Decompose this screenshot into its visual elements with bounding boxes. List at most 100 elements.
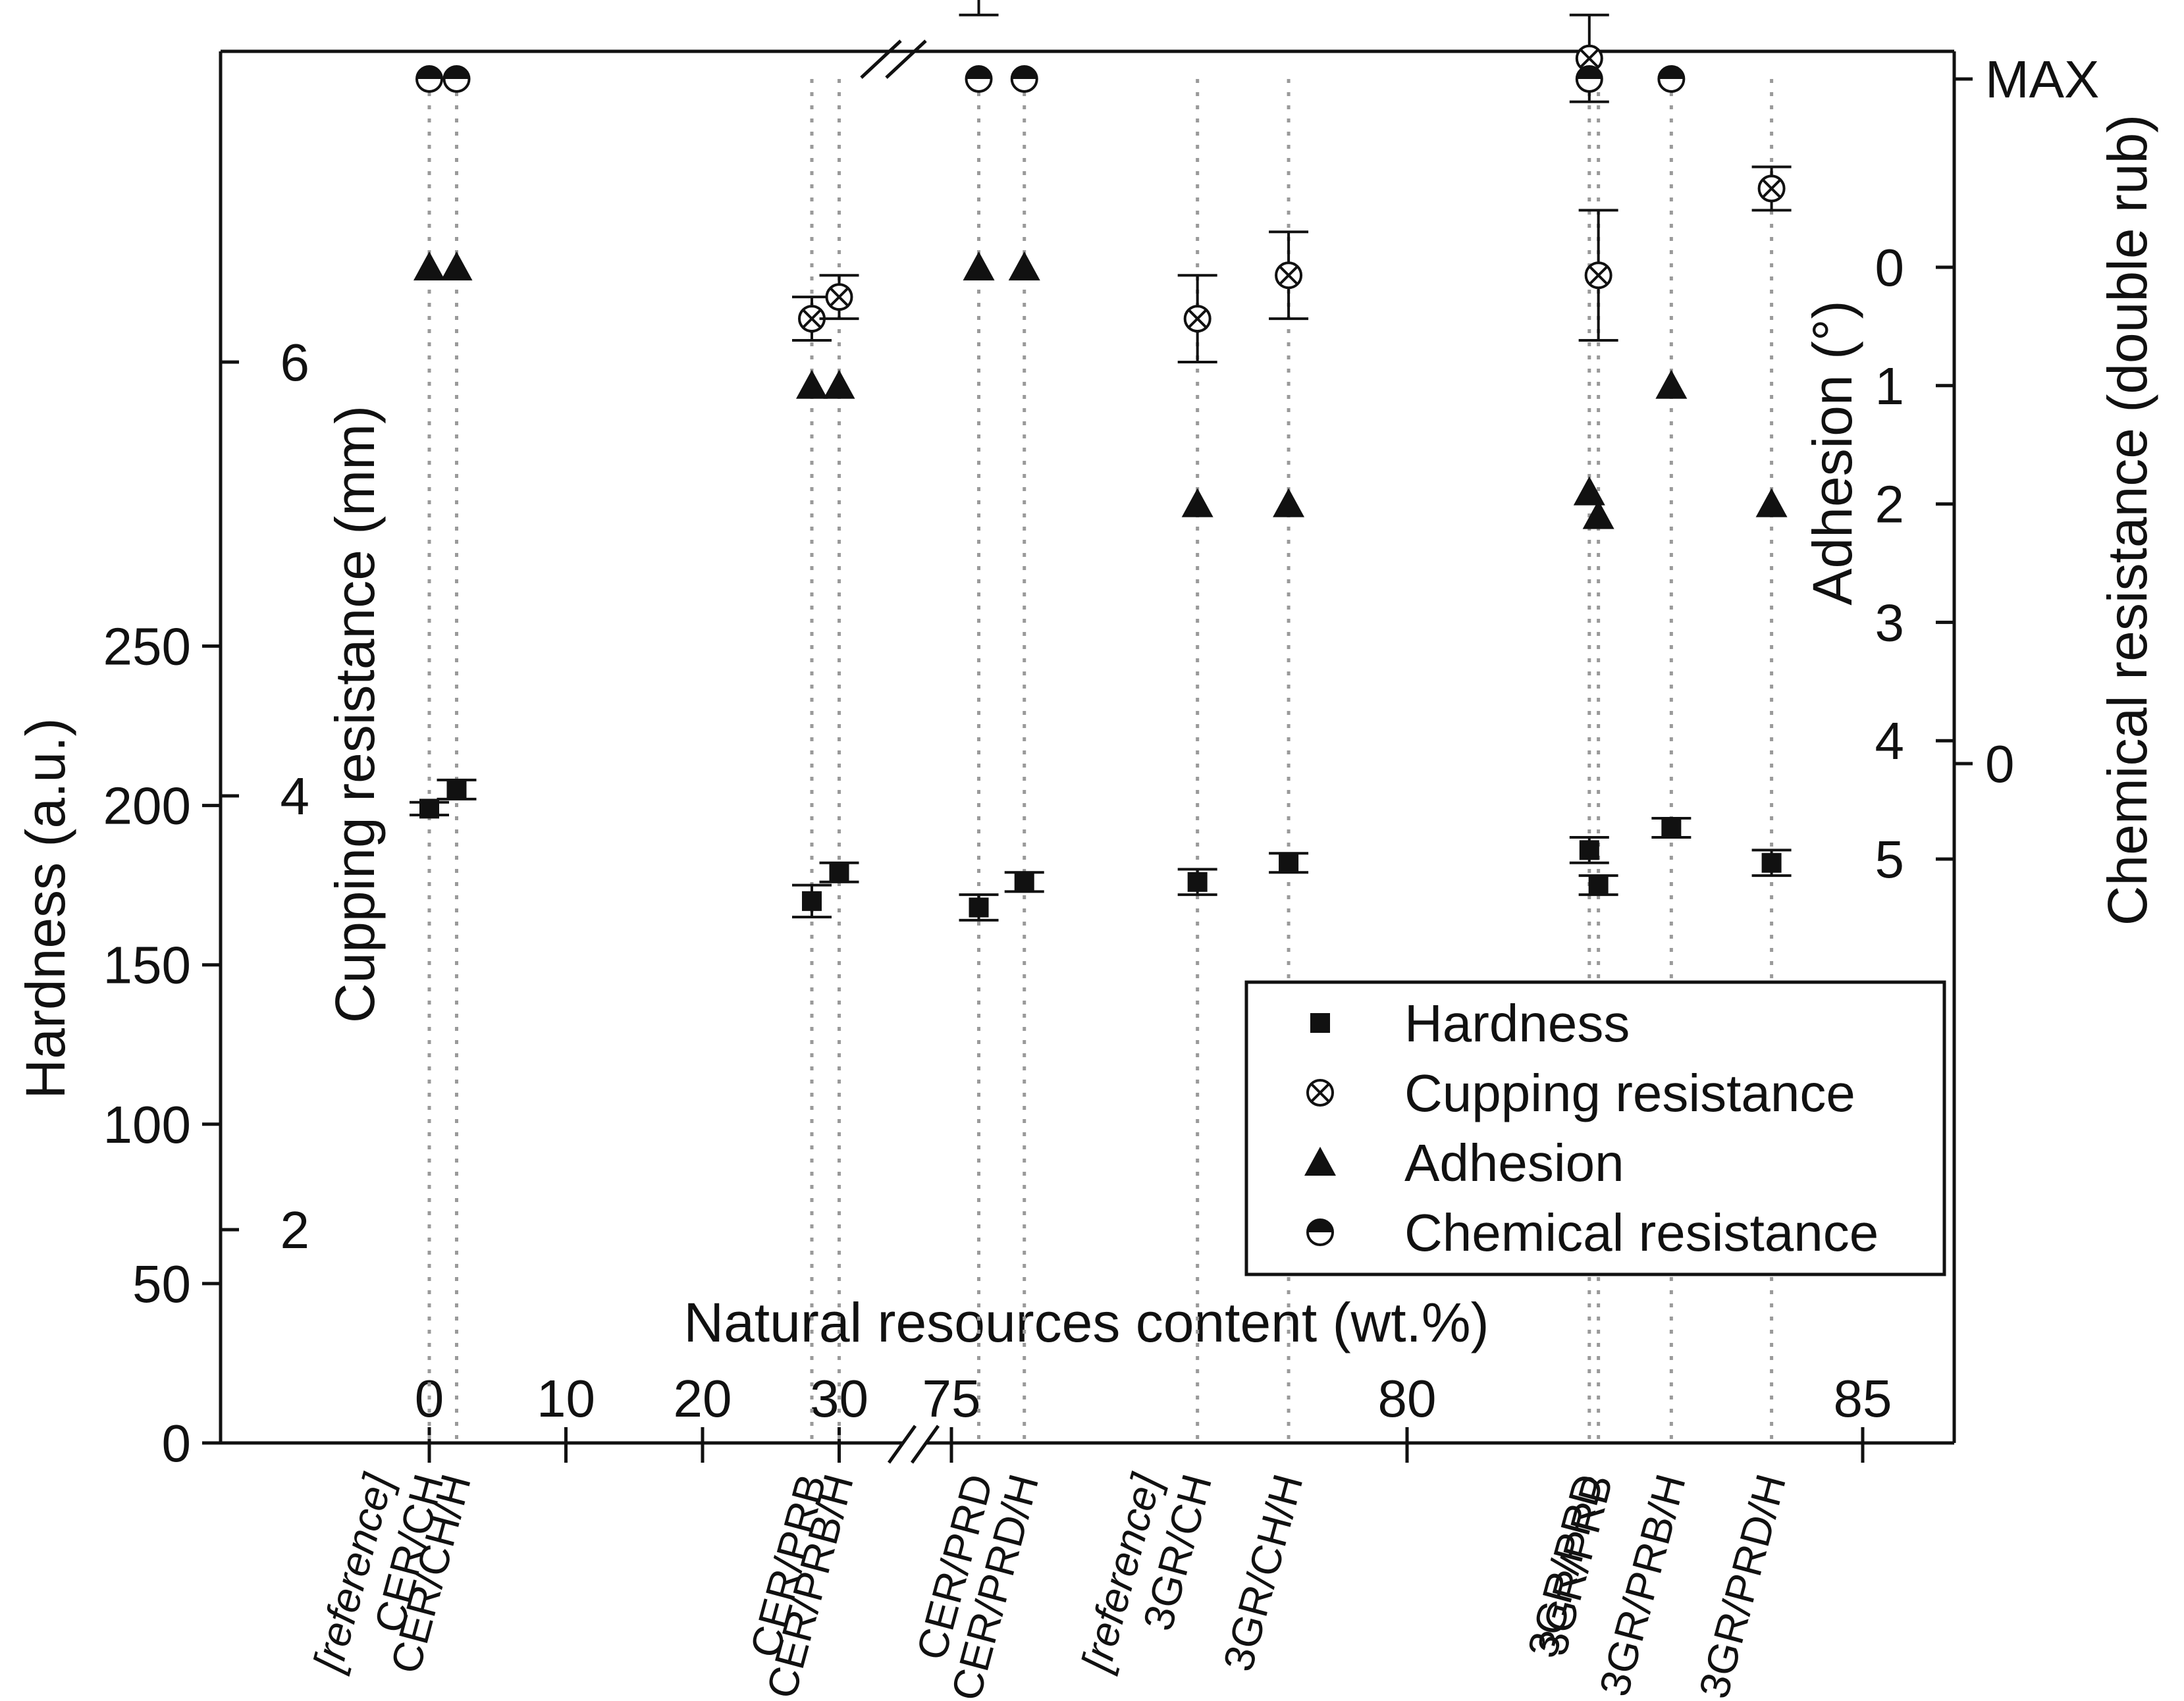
hardness-marker: [1014, 872, 1034, 892]
cupping-marker-cross: [1761, 178, 1782, 199]
chemical-marker-fill: [1576, 66, 1602, 79]
sample-3gr-ch: [1177, 274, 1217, 897]
cupping-marker-cross: [1588, 265, 1609, 285]
adhesion-axis-title: Adhesion (°): [1801, 300, 1863, 605]
chemical-marker-fill: [1659, 66, 1684, 79]
adhesion-marker: [413, 251, 445, 280]
cupping-marker-cross: [802, 309, 822, 328]
sample-cer-prd-h: [1004, 65, 1044, 893]
adhesion-tick-label: 3: [1875, 593, 1905, 652]
hardness-marker: [1588, 875, 1609, 895]
cupping-marker-cross: [1187, 309, 1208, 328]
legend-label: Chemical resistance: [1404, 1203, 1878, 1262]
legend-label: Hardness: [1404, 994, 1630, 1053]
adhesion-marker: [1655, 369, 1688, 399]
hardness-tick-label: 50: [132, 1255, 191, 1313]
hardness-marker: [1579, 840, 1599, 860]
plot-frame: [219, 39, 1956, 1464]
hardness-marker: [1187, 872, 1208, 892]
adhesion-marker: [1273, 488, 1305, 517]
hardness-marker: [1310, 1013, 1330, 1033]
chemical-marker-fill: [1308, 1220, 1333, 1232]
sample-3gr-prd: [1569, 13, 1609, 864]
sample-cer-prb-h: [819, 274, 859, 883]
legend-label: Cupping resistance: [1404, 1064, 1855, 1122]
data-points: [410, 0, 1792, 922]
sample-label-3gr-prd-h: 3GR/PRD/H: [1690, 1469, 1795, 1701]
adhesion-tick-label: 2: [1875, 475, 1905, 534]
cupping-marker-cross: [1279, 265, 1298, 285]
adhesion-marker: [1582, 500, 1614, 529]
cupping-tick-label: 6: [280, 333, 310, 392]
hardness-marker: [1661, 818, 1682, 838]
cupping-marker-cross: [829, 287, 849, 307]
sample-3gr-ch-h: [1269, 230, 1309, 874]
chemical-marker-fill: [966, 66, 992, 79]
cupping-marker-cross: [1310, 1083, 1330, 1103]
hardness-marker: [446, 779, 467, 800]
adhesion-marker: [1304, 1147, 1336, 1176]
sample-label-3gr-ch-h: 3GR/CH/H: [1214, 1469, 1312, 1676]
sample-cer-prb: [792, 296, 832, 919]
adhesion-tick-label: 5: [1875, 830, 1905, 889]
hardness-marker: [419, 798, 439, 819]
x-tick-label: 75: [922, 1369, 981, 1428]
chemical-marker-fill: [1011, 66, 1037, 79]
sample-cer-ch-h: [437, 65, 477, 800]
axis-break-mark: [887, 1425, 917, 1464]
hardness-tick-label: 100: [103, 1095, 191, 1154]
adhesion-tick-label: 1: [1875, 357, 1905, 415]
hardness-marker: [1279, 852, 1299, 873]
legend-item-chemical-resistance: Chemical resistance: [1306, 1203, 1878, 1262]
legend-label: Adhesion: [1404, 1134, 1624, 1192]
hardness-axis-title: Hardness (a.u.): [14, 718, 76, 1099]
chemical-tick-label: MAX: [1985, 50, 2099, 109]
x-tick-label: 80: [1378, 1369, 1437, 1428]
adhesion-marker: [823, 369, 855, 399]
hardness-tick-label: 250: [103, 617, 191, 676]
chemical-marker-fill: [444, 66, 469, 79]
chemical-axis-title: Chemical resistance (double rub): [2096, 115, 2158, 926]
sample-labels: CER/CH[reference]CER/CH/H CER/PRBCER/PRB/…: [304, 1469, 1795, 1701]
hardness-marker: [1761, 852, 1782, 873]
cupping-tick-label: 4: [280, 767, 310, 825]
adhesion-tick-label: 0: [1875, 238, 1905, 297]
x-tick-label: 20: [674, 1369, 732, 1428]
hardness-tick-label: 200: [103, 777, 191, 835]
sample-cer-prd: [959, 0, 999, 922]
top-break-mark: [860, 39, 902, 79]
legend: Hardness Cupping resistance Adhesion Chemic…: [1244, 980, 1946, 1276]
legend-item-adhesion: Adhesion: [1304, 1134, 1624, 1192]
legend-box: [1244, 980, 1946, 1276]
hardness-marker: [969, 897, 989, 918]
x-axis-title: Natural resources content (wt.%): [683, 1292, 1489, 1353]
hardness-marker: [802, 891, 822, 911]
x-tick-label: 85: [1834, 1369, 1892, 1428]
adhesion-marker: [1008, 251, 1040, 280]
legend-item-hardness: Hardness: [1310, 994, 1630, 1053]
adhesion-marker: [440, 251, 473, 280]
cupping-axis-title: Cupping resistance (mm): [324, 406, 386, 1023]
adhesion-marker: [796, 369, 828, 399]
sample-3gr-prd-h: [1751, 165, 1792, 877]
legend-item-cupping-resistance: Cupping resistance: [1306, 1064, 1855, 1122]
hardness-tick-label: 0: [162, 1414, 192, 1473]
sample-3gr-prb: [1578, 209, 1618, 897]
hardness-marker: [829, 862, 849, 883]
axis-break-mark: [910, 1425, 940, 1464]
adhesion-marker: [963, 251, 995, 280]
cupping-marker-cross: [1580, 48, 1599, 68]
sample-cer-ch: [410, 65, 449, 819]
chemical-tick-label: 0: [1985, 735, 2015, 793]
x-tick-label: 10: [537, 1369, 595, 1428]
adhesion-marker: [1755, 488, 1788, 517]
adhesion-marker: [1181, 488, 1213, 517]
adhesion-marker: [1573, 476, 1605, 506]
top-break-mark: [885, 39, 927, 79]
chemical-marker-fill: [417, 66, 442, 79]
adhesion-tick-label: 4: [1875, 712, 1905, 770]
hardness-tick-label: 150: [103, 936, 191, 995]
sample-3gr-prb-h: [1651, 65, 1691, 839]
